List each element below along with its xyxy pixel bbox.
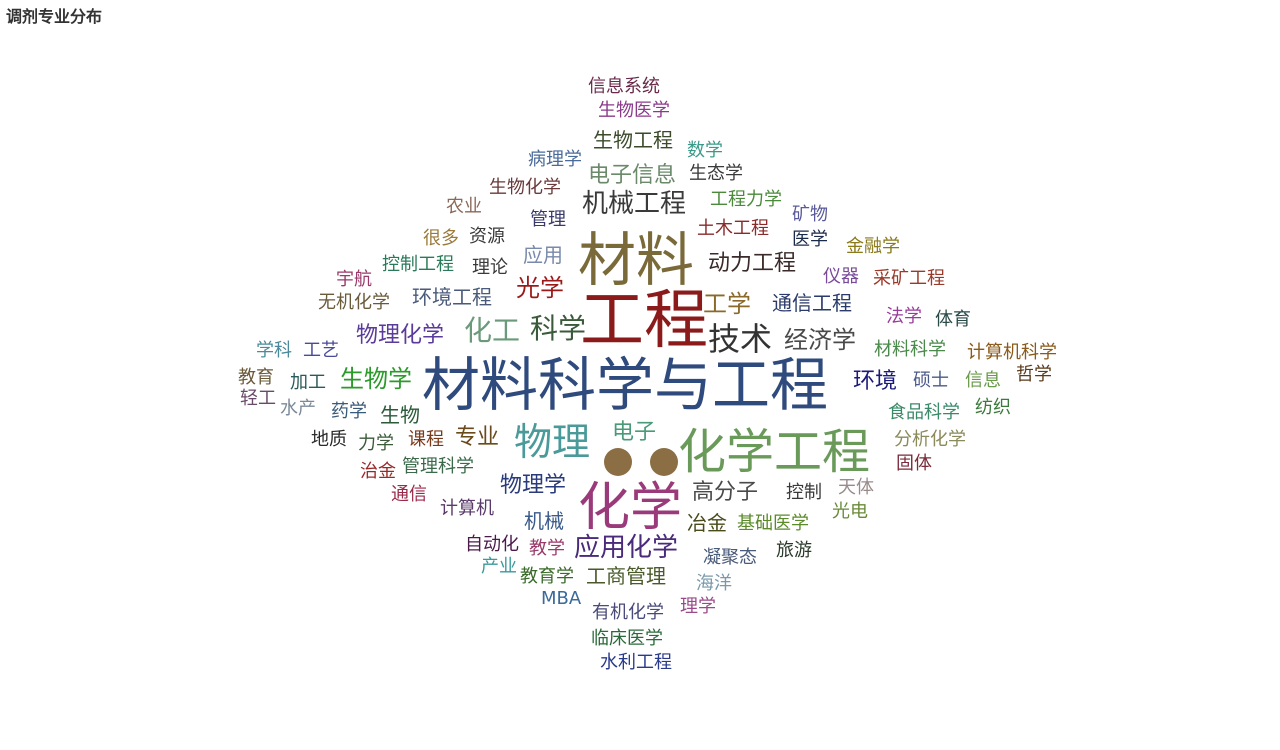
word-37: 生态学 bbox=[689, 163, 743, 184]
word-39: 工程力学 bbox=[710, 189, 782, 210]
word-83: 凝聚态 bbox=[703, 547, 757, 568]
word-24: 专业 bbox=[455, 425, 499, 450]
word-78: 天体 bbox=[838, 477, 874, 498]
word-88: MBA bbox=[541, 588, 582, 609]
word-7: 化工 bbox=[464, 314, 520, 347]
word-57: 材料科学 bbox=[874, 339, 946, 360]
word-49: 宇航 bbox=[336, 269, 372, 290]
word-59: 教育 bbox=[238, 367, 274, 388]
word-81: 自动化 bbox=[465, 534, 519, 555]
word-56: 工艺 bbox=[303, 340, 339, 361]
word-66: 食品科学 bbox=[888, 402, 960, 423]
word-36: 病理学 bbox=[528, 149, 582, 170]
word-12: 光学 bbox=[516, 274, 564, 302]
word-14: 生物学 bbox=[340, 365, 412, 393]
word-65: 药学 bbox=[331, 401, 367, 422]
word-45: 医学 bbox=[792, 229, 828, 250]
word-23: 工商管理 bbox=[586, 564, 666, 588]
word-22: 环境工程 bbox=[412, 285, 492, 309]
word-67: 纺织 bbox=[975, 397, 1011, 418]
word-34: 生物医学 bbox=[598, 100, 670, 121]
word-19: 物理学 bbox=[500, 473, 566, 498]
word-40: 农业 bbox=[446, 196, 482, 217]
word-50: 仪器 bbox=[823, 266, 859, 287]
word-1: 工程 bbox=[580, 284, 708, 358]
word-43: 很多 bbox=[423, 228, 459, 249]
word-17: 物理化学 bbox=[356, 323, 444, 348]
word-89: 有机化学 bbox=[592, 602, 664, 623]
word-76: 计算机 bbox=[440, 498, 494, 519]
word-55: 学科 bbox=[256, 340, 292, 361]
word-52: 无机化学 bbox=[318, 292, 390, 313]
word-9: 机械工程 bbox=[582, 189, 686, 219]
word-18: 通信工程 bbox=[772, 291, 852, 315]
word-42: 矿物 bbox=[792, 204, 828, 225]
word-75: 通信 bbox=[391, 484, 427, 505]
word-60: 硕士 bbox=[913, 370, 949, 391]
word-10: 应用化学 bbox=[574, 533, 678, 563]
word-30: 生物工程 bbox=[593, 128, 673, 152]
word-87: 海洋 bbox=[696, 573, 732, 594]
word-5: 物理 bbox=[514, 420, 590, 464]
word-38: 生物化学 bbox=[489, 177, 561, 198]
word-91: 临床医学 bbox=[591, 628, 663, 649]
word-25: 电子 bbox=[612, 420, 656, 445]
word-44: 资源 bbox=[469, 226, 505, 247]
word-27: 生物 bbox=[380, 403, 420, 427]
word-8: 科学 bbox=[530, 312, 586, 345]
word-64: 水产 bbox=[280, 398, 316, 419]
decor-dot-2 bbox=[650, 448, 678, 476]
word-80: 基础医学 bbox=[737, 513, 809, 534]
word-28: 机械 bbox=[524, 509, 564, 533]
word-71: 分析化学 bbox=[894, 429, 966, 450]
word-3: 化学工程 bbox=[678, 424, 870, 480]
word-74: 治金 bbox=[360, 461, 396, 482]
word-51: 采矿工程 bbox=[873, 268, 945, 289]
word-63: 轻工 bbox=[240, 388, 276, 409]
word-72: 固体 bbox=[896, 453, 932, 474]
word-41: 管理 bbox=[530, 209, 566, 230]
word-69: 力学 bbox=[358, 433, 394, 454]
word-77: 控制 bbox=[786, 482, 822, 503]
word-31: 加工 bbox=[290, 372, 326, 393]
word-53: 法学 bbox=[886, 306, 922, 327]
word-86: 教育学 bbox=[520, 566, 574, 587]
word-26: 应用 bbox=[523, 243, 563, 267]
word-2: 材料 bbox=[578, 226, 694, 294]
word-90: 理学 bbox=[680, 596, 716, 617]
word-79: 光电 bbox=[832, 501, 868, 522]
word-35: 数学 bbox=[687, 140, 723, 161]
word-32: 土木工程 bbox=[697, 218, 769, 239]
word-4: 化学 bbox=[578, 478, 682, 538]
word-70: 课程 bbox=[408, 429, 444, 450]
word-13: 工学 bbox=[703, 290, 751, 318]
word-61: 信息 bbox=[965, 370, 1001, 391]
word-54: 体育 bbox=[935, 309, 971, 330]
chart-title: 调剂专业分布 bbox=[6, 7, 103, 26]
word-68: 地质 bbox=[311, 429, 347, 450]
word-85: 产业 bbox=[481, 556, 517, 577]
word-29: 冶金 bbox=[687, 511, 727, 535]
word-84: 旅游 bbox=[776, 540, 812, 561]
word-16: 环境 bbox=[853, 369, 897, 394]
word-11: 经济学 bbox=[784, 326, 856, 354]
word-33: 信息系统 bbox=[588, 76, 660, 97]
word-47: 控制工程 bbox=[382, 254, 454, 275]
word-92: 水利工程 bbox=[600, 652, 672, 673]
word-20: 高分子 bbox=[692, 480, 758, 505]
word-73: 管理科学 bbox=[402, 456, 474, 477]
word-15: 动力工程 bbox=[708, 251, 796, 276]
word-58: 计算机科学 bbox=[967, 342, 1057, 363]
word-48: 理论 bbox=[472, 257, 508, 278]
word-62: 哲学 bbox=[1016, 364, 1052, 385]
word-0: 材料科学与工程 bbox=[422, 351, 828, 419]
decor-dot-1 bbox=[604, 448, 632, 476]
word-6: 技术 bbox=[708, 320, 772, 358]
word-21: 电子信息 bbox=[588, 163, 676, 188]
word-46: 金融学 bbox=[846, 236, 900, 257]
word-82: 教学 bbox=[529, 538, 565, 559]
